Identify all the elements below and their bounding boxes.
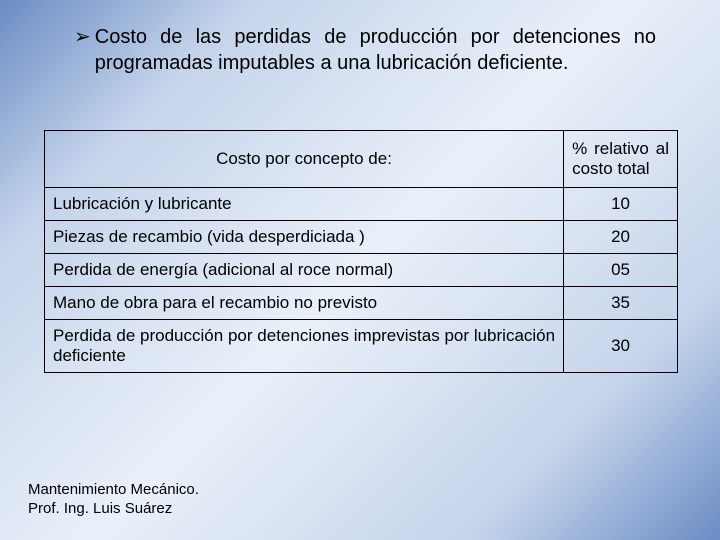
table-row: Perdida de producción por detenciones im… xyxy=(45,320,678,373)
cell-label: Mano de obra para el recambio no previst… xyxy=(45,287,564,320)
table-row: Piezas de recambio (vida desperdiciada )… xyxy=(45,221,678,254)
cell-value: 35 xyxy=(564,287,678,320)
cost-table: Costo por concepto de: % relativo al cos… xyxy=(44,130,678,373)
cell-value: 20 xyxy=(564,221,678,254)
cell-value: 05 xyxy=(564,254,678,287)
table-row: Mano de obra para el recambio no previst… xyxy=(45,287,678,320)
cell-label: Piezas de recambio (vida desperdiciada ) xyxy=(45,221,564,254)
bullet-text: Costo de las perdidas de producción por … xyxy=(95,24,656,76)
table-body: Lubricación y lubricante10Piezas de reca… xyxy=(45,188,678,373)
footer: Mantenimiento Mecánico. Prof. Ing. Luis … xyxy=(28,480,199,518)
cell-label: Perdida de energía (adicional al roce no… xyxy=(45,254,564,287)
footer-line2: Prof. Ing. Luis Suárez xyxy=(28,499,199,518)
header-percent: % relativo al costo total xyxy=(564,131,678,188)
footer-line1: Mantenimiento Mecánico. xyxy=(28,480,199,499)
bullet-line: ➢ Costo de las perdidas de producción po… xyxy=(74,24,656,76)
header-concept: Costo por concepto de: xyxy=(45,131,564,188)
cell-label: Perdida de producción por detenciones im… xyxy=(45,320,564,373)
cell-value: 30 xyxy=(564,320,678,373)
header-percent-text: % relativo al costo total xyxy=(572,139,669,179)
cell-label: Lubricación y lubricante xyxy=(45,188,564,221)
bullet-icon: ➢ xyxy=(74,24,91,50)
table-row: Perdida de energía (adicional al roce no… xyxy=(45,254,678,287)
table-row: Lubricación y lubricante10 xyxy=(45,188,678,221)
cell-value: 10 xyxy=(564,188,678,221)
table-header-row: Costo por concepto de: % relativo al cos… xyxy=(45,131,678,188)
bullet-block: ➢ Costo de las perdidas de producción po… xyxy=(74,24,656,76)
